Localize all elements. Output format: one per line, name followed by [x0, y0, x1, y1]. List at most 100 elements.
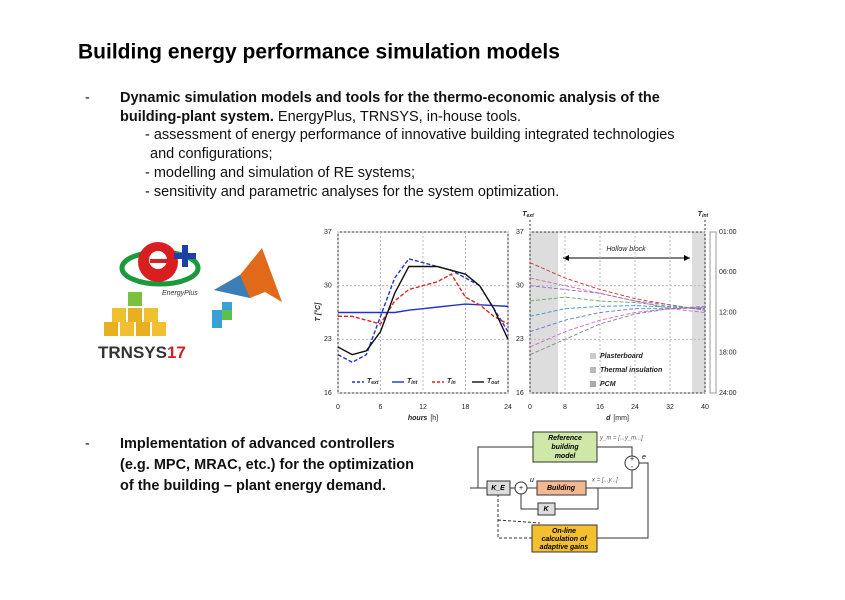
signal-label: u [530, 477, 534, 484]
series-line [529, 307, 706, 333]
profile-chart: Hollow block 16 23 30 37 0 8 16 24 32 40 d [mm] Text… [516, 211, 737, 422]
bold-text: building-plant system. [120, 109, 274, 125]
label: Tin [447, 378, 456, 386]
box-text: On-line [552, 528, 576, 535]
box-text: adaptive gains [540, 544, 589, 551]
sub-item: - assessment of energy performance of in… [145, 127, 675, 143]
bullet-text: Dynamic simulation models and tools for … [120, 90, 660, 106]
box-text: Building [547, 485, 576, 492]
bullet-text: of the building – plant energy demand. [120, 478, 386, 494]
logo-text: EnergyPlus [162, 290, 198, 297]
label-sub: out [491, 380, 499, 386]
logo-text: TRNSYS17 [98, 343, 186, 362]
label-sub: ext [527, 213, 535, 219]
x-tick-label: 12 [419, 404, 427, 411]
label-sub: int [411, 380, 417, 386]
sub-item: and configurations; [150, 146, 273, 162]
logo-name: TRNSYS [98, 343, 167, 362]
bullet-text: Implementation of advanced controllers [120, 436, 395, 452]
y-tick-label: 37 [324, 229, 332, 236]
series-line [529, 305, 706, 356]
sub-item: - sensitivity and parametric analyses fo… [145, 184, 559, 200]
y-tick-label: 23 [324, 336, 332, 343]
legend-swatch [590, 367, 596, 373]
series-line [338, 273, 509, 325]
cube [112, 308, 126, 322]
label-main: T [698, 211, 703, 218]
series-line [529, 306, 706, 348]
x-tick-label: 6 [379, 404, 383, 411]
box-text: building [551, 444, 579, 451]
y-tick-label: 16 [324, 390, 332, 397]
series-line [337, 258, 509, 364]
signal-label: e [642, 454, 646, 461]
label-main: T [367, 378, 372, 385]
sub-item: - modelling and simulation of RE systems… [145, 165, 415, 181]
logo-shape [214, 275, 250, 298]
label-main: T [407, 378, 412, 385]
energyplus-logo: EnergyPlus [119, 242, 201, 297]
text: EnergyPlus, TRNSYS, in-house tools. [274, 109, 521, 125]
title: Building energy performance simulation m… [78, 41, 560, 64]
time-label: 18:00 [719, 350, 737, 357]
label: Text [522, 211, 534, 219]
y-tick-label: 23 [516, 336, 524, 343]
x-axis-label: hours [h] [408, 415, 438, 422]
cube [128, 292, 142, 306]
y-tick-label: 30 [324, 283, 332, 290]
x-tick-label: 18 [462, 404, 470, 411]
axis-unit: [h] [430, 415, 438, 422]
sign: + [519, 485, 523, 492]
adaptive-connector [497, 495, 541, 539]
time-label: 01:00 [719, 229, 737, 236]
x-axis-label: d [mm] [606, 415, 629, 422]
y-tick-label: 16 [516, 390, 524, 397]
time-label: 06:00 [719, 269, 737, 276]
series-line [529, 296, 706, 310]
x-tick-label: 8 [563, 404, 567, 411]
box-text: K [543, 506, 549, 513]
cube [144, 308, 158, 322]
cube [152, 322, 166, 336]
label-sub: int [702, 213, 708, 219]
label-sub: in [451, 380, 455, 386]
legend-swatch [590, 381, 596, 387]
cube [104, 322, 118, 336]
x-tick-label: 32 [666, 404, 674, 411]
control-diagram: Reference building model y_m = [...y_m..… [470, 431, 649, 553]
label: Tint [407, 378, 418, 386]
label-main: T [447, 378, 452, 385]
x-tick-label: 24 [504, 404, 512, 411]
x-tick-label: 16 [596, 404, 604, 411]
logo-e [150, 259, 168, 263]
box-text: model [555, 453, 577, 460]
axis-name: d [606, 415, 611, 422]
cube [128, 308, 142, 322]
sign: + [630, 456, 634, 463]
plasterboard-band [692, 232, 705, 393]
label: Tint [698, 211, 709, 219]
x-tick-label: 24 [631, 404, 639, 411]
time-label: 12:00 [719, 309, 737, 316]
signal-label: y_m = [...y_m...] [599, 436, 643, 442]
legend-label: Plasterboard [600, 353, 644, 360]
logo-plus [174, 253, 196, 259]
y-tick-label: 30 [516, 283, 524, 290]
trnsys-logo: TRNSYS17 [98, 292, 186, 362]
logo-shape [222, 310, 232, 320]
legend-label: PCM [600, 381, 616, 388]
time-bar [709, 231, 717, 394]
series-line [529, 285, 706, 311]
y-axis-label: T [°C] [314, 302, 322, 321]
reference-box [532, 431, 598, 463]
label-main: T [487, 378, 492, 385]
box-text: calculation of [541, 536, 587, 543]
logo-version: 17 [167, 343, 186, 362]
plasterboard-band [530, 232, 558, 393]
series-line [337, 265, 509, 356]
x-tick-label: 0 [336, 404, 340, 411]
cube [120, 322, 134, 336]
